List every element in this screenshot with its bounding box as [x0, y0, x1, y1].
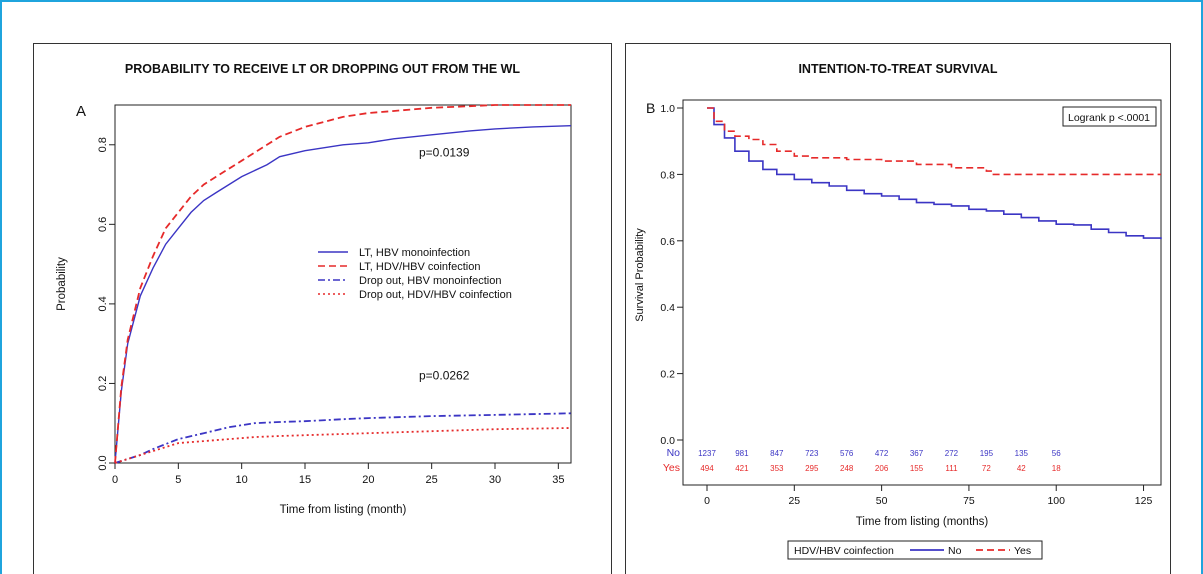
panel-b-risk-count: 1237 [698, 449, 716, 458]
panel-a-y-tick-label: 0.4 [97, 296, 109, 311]
panel-b-x-tick-label: 0 [704, 495, 710, 507]
panel-b-risk-count: 847 [770, 449, 784, 458]
panel-b-y-tick-label: 0.2 [660, 369, 675, 381]
panel-a-x-tick-label: 25 [426, 474, 438, 486]
panel-a-y-axis-label: Probability [56, 257, 68, 311]
panel-b-risk-count: 18 [1052, 464, 1061, 473]
panel-b-risk-count: 111 [945, 464, 958, 473]
panel-b-risk-count: 576 [840, 449, 854, 458]
panel-b-y-tick-label: 0.4 [660, 302, 675, 314]
panel-b-risk-count: 56 [1052, 449, 1061, 458]
panel-b-x-tick-label: 50 [876, 495, 888, 507]
panel-a-x-tick-label: 35 [552, 474, 564, 486]
panel-b-risk-row-label-1: No [667, 447, 681, 459]
panel-b-x-tick-label: 75 [963, 495, 975, 507]
panel-b-letter: B [646, 100, 655, 116]
panel-b-y-axis-label: Survival Probability [634, 228, 646, 322]
panel-b-risk-count: 472 [875, 449, 889, 458]
panel-b-plot-frame [682, 99, 1162, 486]
panel-b-legend-label-2: Yes [1014, 545, 1031, 557]
panel-a-x-axis-label: Time from listing (month) [280, 504, 407, 516]
panel-a-series-2-line [114, 104, 571, 464]
panel-a-x-tick-label: 10 [236, 474, 248, 486]
panel-b-legend-title: HDV/HBV coinfection [794, 545, 894, 557]
panel-b-risk-count: 42 [1017, 464, 1026, 473]
panel-b-risk-count: 206 [875, 464, 889, 473]
panel-b-x-tick-label: 100 [1047, 495, 1065, 507]
panel-a: PROBABILITY TO RECEIVE LT OR DROPPING OU… [33, 43, 612, 574]
panel-b-risk-count: 295 [805, 464, 819, 473]
panel-b-risk-count: 72 [982, 464, 991, 473]
panel-a-letter: A [76, 103, 86, 120]
panel-b-risk-row-label-2: Yes [663, 462, 680, 474]
panel-b-risk-count: 981 [735, 449, 749, 458]
panel-b-legend-label-1: No [948, 545, 962, 557]
panel-b-risk-count: 353 [770, 464, 784, 473]
panel-b-y-tick-label: 0.6 [660, 236, 675, 248]
panel-a-y-tick-label: 0.2 [97, 376, 109, 391]
panel-a-y-tick-label: 0.8 [97, 137, 109, 152]
panel-a-x-tick-label: 0 [112, 474, 118, 486]
panel-a-x-tick-label: 5 [175, 474, 181, 486]
panel-b-risk-count: 367 [910, 449, 924, 458]
panel-a-legend-label-2: LT, HDV/HBV coinfection [359, 261, 480, 273]
panel-b-risk-count: 421 [735, 464, 749, 473]
panel-a-p-value-2: p=0.0262 [419, 368, 470, 382]
panel-b-x-tick-label: 125 [1135, 495, 1153, 507]
panel-b-title: INTENTION-TO-TREAT SURVIVAL [798, 62, 998, 76]
panel-a-series-4-line [114, 427, 572, 464]
panel-a-x-tick-label: 30 [489, 474, 501, 486]
panel-a-legend-label-3: Drop out, HBV monoinfection [359, 275, 501, 287]
panel-b-y-tick-label: 0.8 [660, 169, 675, 181]
panel-b-risk-count: 723 [805, 449, 819, 458]
panel-b-logrank-text: Logrank p <.0001 [1068, 112, 1150, 124]
panel-b-risk-count: 494 [700, 464, 714, 473]
panel-b-x-axis-label: Time from listing (months) [856, 516, 989, 528]
panel-a-x-tick-label: 15 [299, 474, 311, 486]
panel-a-plot-frame [114, 104, 572, 464]
panel-b-x-tick-label: 25 [788, 495, 800, 507]
panel-b-series-1-line [707, 107, 1162, 240]
panel-a-series-1-line [114, 125, 572, 464]
panel-b-logrank-box [1062, 106, 1157, 127]
panel-a-series-3-line [114, 412, 572, 464]
panel-a-title: PROBABILITY TO RECEIVE LT OR DROPPING OU… [124, 62, 521, 76]
panel-a-y-tick-label: 0.0 [97, 455, 109, 470]
panel-b-risk-count: 135 [1015, 449, 1029, 458]
panel-b-risk-count: 248 [840, 464, 854, 473]
panel-b-risk-count: 195 [980, 449, 994, 458]
panel-a-x-tick-label: 20 [362, 474, 374, 486]
panel-b-risk-count: 272 [945, 449, 959, 458]
panel-b-y-tick-label: 0.0 [660, 435, 675, 447]
panel-a-legend-label-4: Drop out, HDV/HBV coinfection [359, 289, 512, 301]
panel-a-p-value-1: p=0.0139 [419, 146, 470, 160]
panel-a-y-tick-label: 0.6 [97, 217, 109, 232]
panel-b-risk-count: 155 [910, 464, 924, 473]
panel-b-y-tick-label: 1.0 [660, 103, 675, 115]
panel-a-legend-label-1: LT, HBV monoinfection [359, 247, 470, 259]
